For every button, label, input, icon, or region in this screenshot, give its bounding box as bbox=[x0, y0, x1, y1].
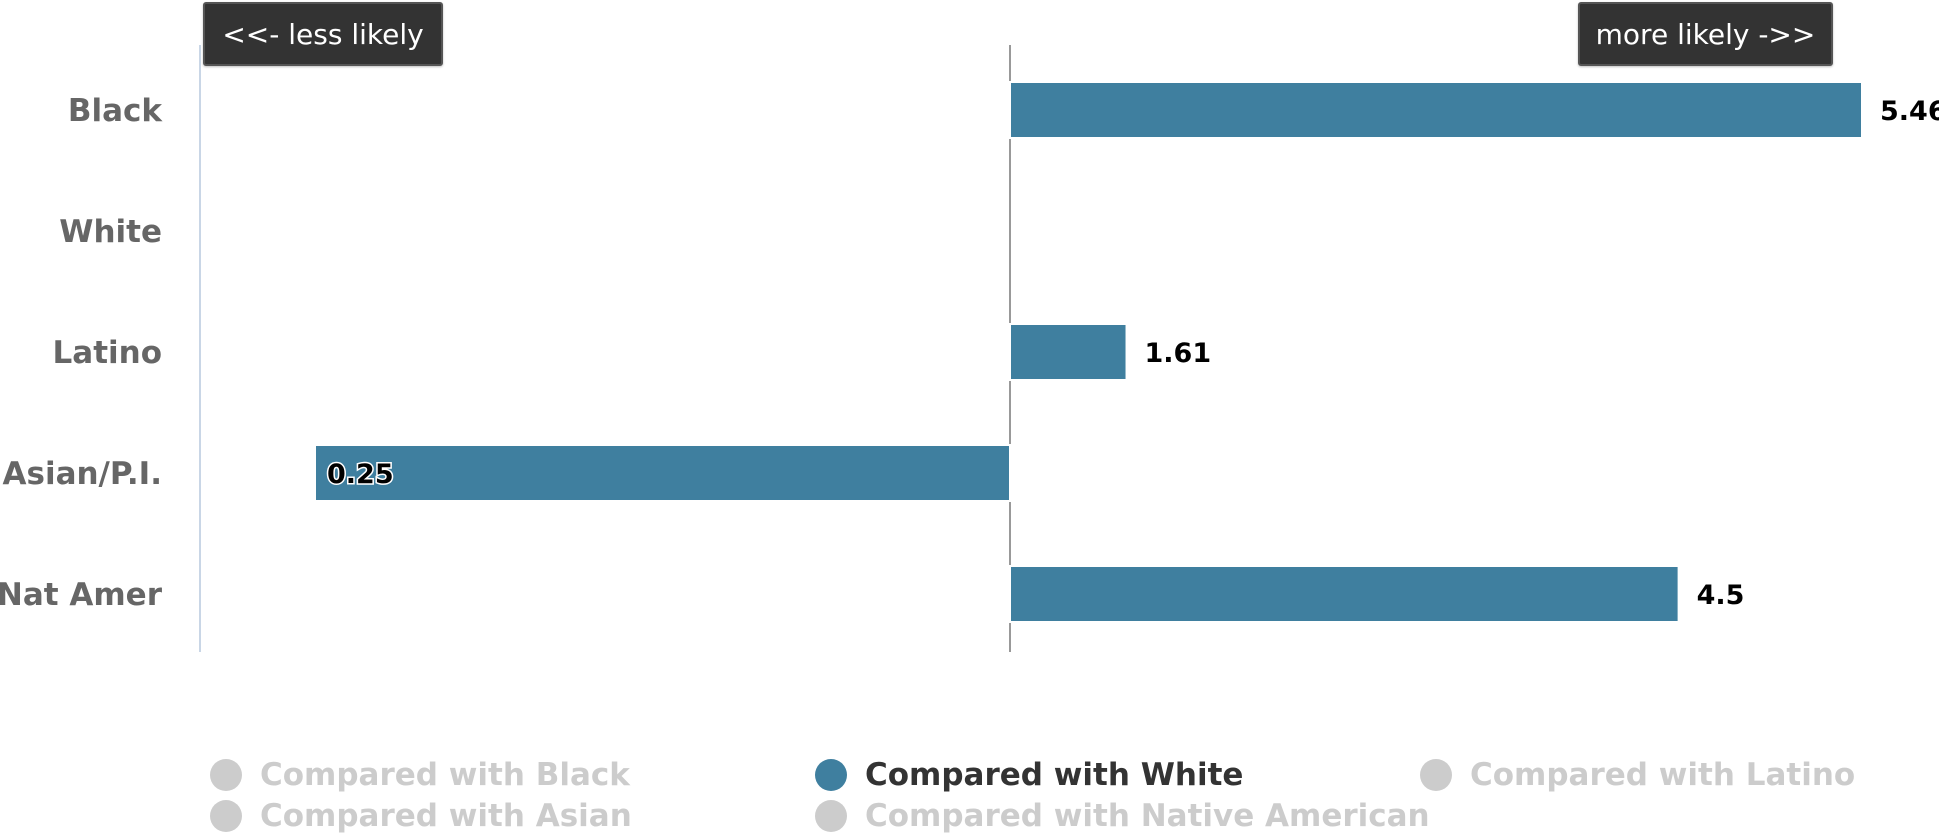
data-label: 4.5 bbox=[1697, 580, 1745, 611]
legend-item-compared-with-white[interactable]: Compared with White bbox=[815, 757, 1243, 793]
data-label: 0.25 bbox=[327, 459, 394, 490]
bar[interactable] bbox=[314, 444, 1011, 502]
legend-marker bbox=[815, 759, 847, 791]
y-axis-label: White bbox=[59, 214, 162, 250]
data-label: 5.46 bbox=[1880, 96, 1939, 127]
legend-item-compared-with-native-american[interactable]: Compared with Native American bbox=[815, 798, 1430, 834]
legend-item-compared-with-black[interactable]: Compared with Black bbox=[210, 757, 630, 793]
legend-marker bbox=[1420, 759, 1452, 791]
bar[interactable] bbox=[1009, 565, 1680, 623]
legend-label: Compared with Black bbox=[260, 757, 630, 793]
more-likely-button[interactable]: more likely ->> bbox=[1578, 2, 1833, 66]
y-axis-label: Asian/P.I. bbox=[3, 456, 163, 492]
legend-label: Compared with Asian bbox=[260, 798, 632, 834]
data-label: 1.61 bbox=[1145, 338, 1212, 369]
bar[interactable] bbox=[1009, 81, 1863, 139]
data-labels: 5.46 1.61 0.25 4.5 bbox=[326, 96, 1939, 611]
bar[interactable] bbox=[1009, 323, 1128, 381]
legend-item-compared-with-asian[interactable]: Compared with Asian bbox=[210, 798, 632, 834]
y-axis-labels: Black White Latino Asian/P.I. Nat Amer bbox=[0, 93, 163, 613]
legend-label: Compared with Native American bbox=[865, 798, 1430, 834]
bars bbox=[314, 81, 1863, 623]
legend-marker bbox=[815, 800, 847, 832]
legend-marker bbox=[210, 759, 242, 791]
legend-marker bbox=[210, 800, 242, 832]
less-likely-button[interactable]: <<- less likely bbox=[203, 2, 443, 66]
y-axis-label: Nat Amer bbox=[0, 577, 163, 613]
y-axis-label: Black bbox=[68, 93, 164, 129]
y-axis-label: Latino bbox=[53, 335, 162, 371]
legend-item-compared-with-latino[interactable]: Compared with Latino bbox=[1420, 757, 1855, 793]
legend-label: Compared with Latino bbox=[1470, 757, 1856, 793]
legend-label: Compared with White bbox=[865, 757, 1244, 793]
